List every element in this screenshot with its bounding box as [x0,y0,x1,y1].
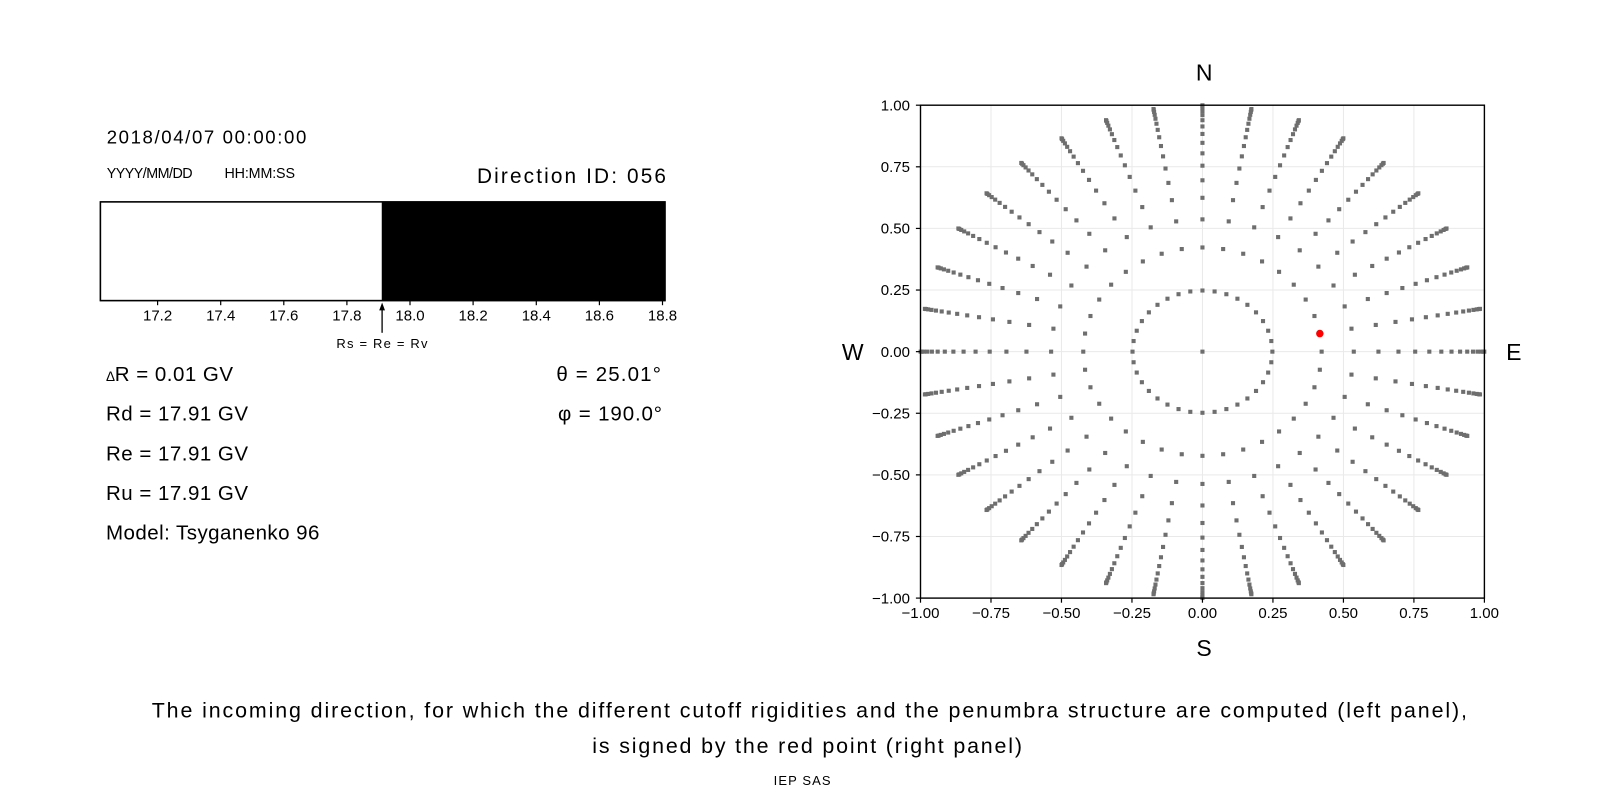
svg-text:17.8: 17.8 [332,307,361,324]
svg-text:The incoming direction, for wh: The incoming direction, for which the di… [152,699,1467,723]
svg-text:R = 0.01 GV: R = 0.01 GV [115,363,234,386]
svg-text:−1.00: −1.00 [872,590,910,607]
svg-text:−1.00: −1.00 [902,605,940,622]
svg-text:18.4: 18.4 [522,307,551,324]
svg-text:1.00: 1.00 [881,97,910,114]
svg-text:18.8: 18.8 [648,307,677,324]
svg-text:Direction ID: 056: Direction ID: 056 [477,165,666,188]
svg-text:0.00: 0.00 [1188,605,1217,622]
svg-text:0.25: 0.25 [881,282,910,299]
svg-text:0.25: 0.25 [1258,605,1287,622]
svg-text:−0.50: −0.50 [1042,605,1080,622]
svg-text:is signed by the red point (ri: is signed by the red point (right panel) [592,734,1022,758]
svg-text:−0.50: −0.50 [872,467,910,484]
svg-text:Rs = Re = Rv: Rs = Re = Rv [336,336,428,351]
svg-text:S: S [1196,635,1211,661]
svg-text:θ = 25.01°: θ = 25.01° [556,363,661,386]
svg-text:2018/04/07 00:00:00: 2018/04/07 00:00:00 [107,126,307,147]
svg-text:−0.75: −0.75 [872,529,910,546]
svg-text:−0.25: −0.25 [1113,605,1151,622]
svg-text:0.50: 0.50 [1329,605,1358,622]
svg-text:0.00: 0.00 [881,344,910,361]
svg-text:W: W [842,339,864,365]
svg-text:0.75: 0.75 [1399,605,1428,622]
svg-text:−0.75: −0.75 [972,605,1010,622]
svg-text:17.4: 17.4 [206,307,235,324]
svg-text:0.50: 0.50 [881,221,910,238]
svg-text:Rd = 17.91 GV: Rd = 17.91 GV [106,403,248,426]
svg-text:Re = 17.91 GV: Re = 17.91 GV [106,442,248,465]
svg-text:−0.25: −0.25 [872,405,910,422]
svg-text:φ = 190.0°: φ = 190.0° [558,403,662,426]
svg-text:18.2: 18.2 [458,307,487,324]
svg-text:N: N [1196,60,1213,86]
svg-text:Δ: Δ [106,369,115,384]
svg-text:IEP SAS: IEP SAS [774,773,831,788]
svg-text:0.75: 0.75 [881,159,910,176]
svg-text:1.00: 1.00 [1470,605,1499,622]
svg-text:18.0: 18.0 [395,307,424,324]
svg-text:17.6: 17.6 [269,307,298,324]
svg-text:Ru = 17.91 GV: Ru = 17.91 GV [106,482,248,505]
svg-text:18.6: 18.6 [585,307,614,324]
svg-text:HH:MM:SS: HH:MM:SS [225,166,296,182]
svg-text:17.2: 17.2 [143,307,172,324]
svg-text:YYYY/MM/DD: YYYY/MM/DD [107,166,193,182]
svg-text:E: E [1506,339,1521,365]
svg-text:Model: Tsyganenko 96: Model: Tsyganenko 96 [106,521,319,544]
